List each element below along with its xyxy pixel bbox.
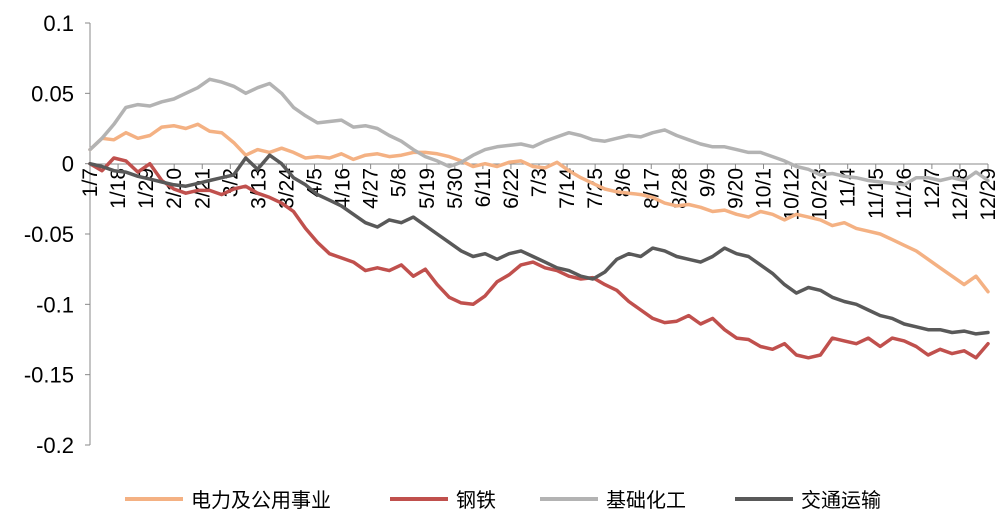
x-tick-label: 10/23	[809, 168, 832, 221]
series-line-2	[88, 156, 990, 360]
x-tick-label: 7/3	[528, 168, 551, 197]
legend-label: 交通运输	[801, 489, 881, 512]
x-tick-label: 12/29	[977, 168, 999, 221]
legend-label: 钢铁	[456, 489, 496, 512]
x-axis: 1/7 1/18 1/29 2/10 2/21 3/2 3/13 3/24 4/5 4/16 4/2…	[79, 163, 999, 221]
x-tick-label: 5/19	[416, 168, 439, 209]
x-tick-label: 1/29	[135, 168, 158, 209]
y-axis: 0.1 0.05 0 -0.05 -0.1 -0.15 -0.2	[24, 11, 91, 458]
y-tick-label: 0.05	[31, 81, 74, 106]
series-line-1	[88, 122, 990, 294]
x-tick-label: 5/30	[444, 168, 467, 209]
legend-item: 交通运输	[735, 489, 881, 512]
x-tick-label: 11/26	[893, 168, 916, 219]
x-tick-label: 4/16	[332, 168, 355, 209]
x-tick-label: 8/17	[640, 168, 663, 209]
x-tick-label: 6/22	[500, 168, 523, 209]
y-tick-label: 0.1	[43, 11, 74, 36]
x-tick-label: 7/25	[584, 168, 607, 209]
x-tick-label: 5/8	[388, 168, 411, 197]
legend: 电力及公用事业 钢铁 基础化工 交通运输	[125, 489, 881, 512]
x-tick-label: 9/9	[696, 168, 719, 197]
x-tick-label: 8/28	[668, 168, 691, 209]
x-tick-label: 7/14	[556, 168, 579, 209]
x-tick-label: 1/7	[79, 168, 102, 197]
x-tick-label: 1/18	[107, 168, 130, 209]
x-tick-label: 11/15	[865, 168, 888, 219]
series-lines	[88, 77, 990, 360]
x-tick-label: 9/20	[724, 168, 747, 209]
legend-item: 基础化工	[540, 489, 686, 512]
x-tick-label: 8/6	[612, 168, 635, 197]
y-tick-label: -0.15	[24, 363, 74, 388]
x-tick-label: 2/21	[191, 168, 214, 209]
x-tick-label: 6/11	[472, 168, 495, 207]
y-tick-label: -0.1	[36, 292, 74, 317]
x-tick-label: 12/7	[921, 168, 944, 209]
legend-label: 基础化工	[606, 489, 686, 512]
series-line-3	[88, 77, 990, 187]
legend-label: 电力及公用事业	[191, 489, 331, 512]
x-tick-label: 4/27	[360, 168, 383, 209]
x-tick-label: 10/1	[753, 168, 776, 209]
legend-item: 钢铁	[390, 489, 496, 512]
x-tick-label: 10/12	[781, 168, 804, 221]
y-tick-label: 0	[62, 152, 74, 177]
legend-item: 电力及公用事业	[125, 489, 331, 512]
series-line-4	[88, 153, 990, 336]
y-tick-label: -0.05	[24, 222, 74, 247]
y-tick-label: -0.2	[36, 433, 74, 458]
x-tick-label: 3/13	[247, 168, 270, 209]
